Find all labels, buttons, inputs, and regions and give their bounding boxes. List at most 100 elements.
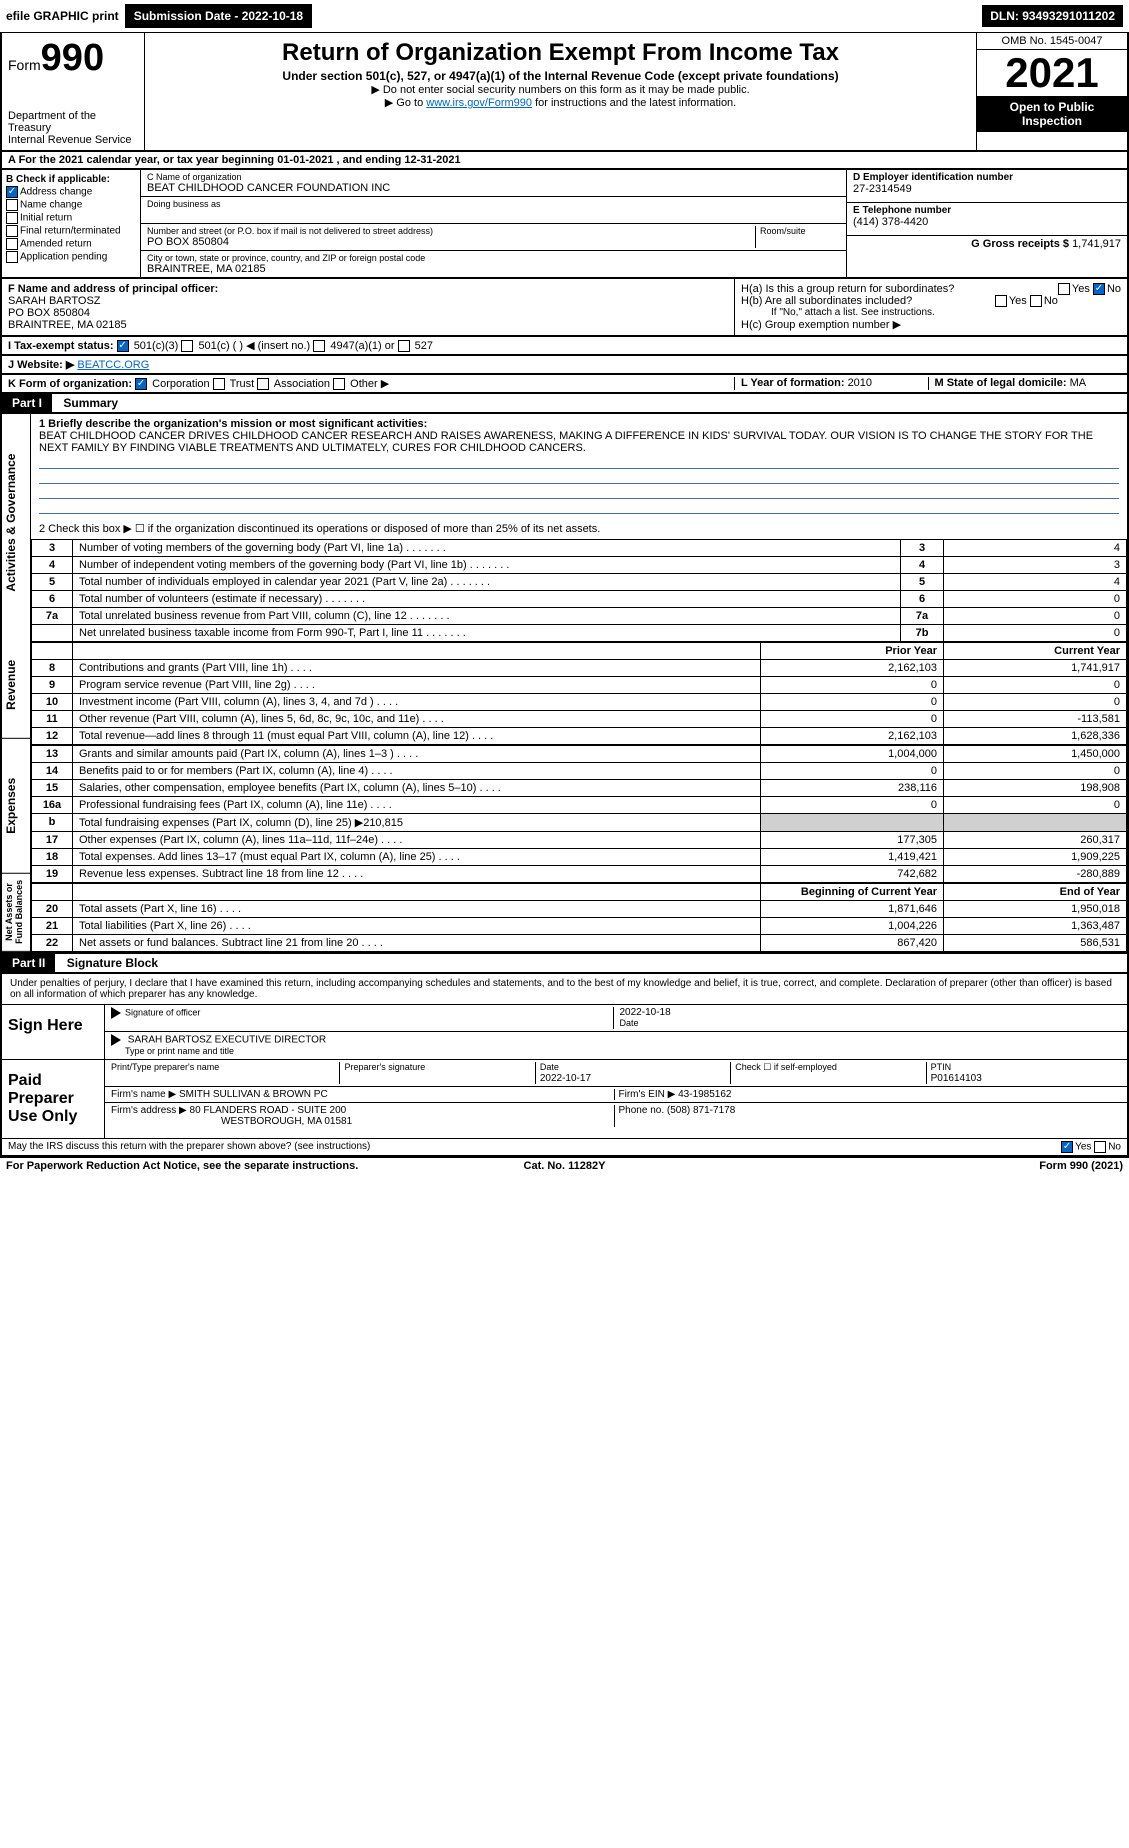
checkbox-icon xyxy=(6,199,18,211)
table-row: 16aProfessional fundraising fees (Part I… xyxy=(32,797,1127,814)
row-desc: Net unrelated business taxable income fr… xyxy=(73,625,901,642)
opt-527: 527 xyxy=(415,340,433,352)
submission-date-button[interactable]: Submission Date - 2022-10-18 xyxy=(125,4,312,28)
section-fh: F Name and address of principal officer:… xyxy=(0,279,1129,337)
row-num: 8 xyxy=(32,660,73,677)
current-year-value: 0 xyxy=(944,677,1127,694)
table-row: Net unrelated business taxable income fr… xyxy=(32,625,1127,642)
chk-lbl: Amended return xyxy=(20,239,92,250)
table-row: bTotal fundraising expenses (Part IX, co… xyxy=(32,814,1127,832)
row-desc: Number of voting members of the governin… xyxy=(73,540,901,557)
table-row: 19Revenue less expenses. Subtract line 1… xyxy=(32,866,1127,883)
h-b-note: If "No," attach a list. See instructions… xyxy=(741,307,1121,318)
ein-value: 27-2314549 xyxy=(853,183,912,195)
row-num xyxy=(32,625,73,642)
officer-addr1: PO BOX 850804 xyxy=(8,307,90,319)
part1-title: Summary xyxy=(55,396,118,410)
dln-label: DLN: 93493291011202 xyxy=(982,5,1123,27)
checkbox-icon[interactable]: ✓ xyxy=(117,340,129,352)
current-year-value: -280,889 xyxy=(944,866,1127,883)
vertical-tabs: Activities & Governance Revenue Expenses… xyxy=(2,414,31,952)
website-link[interactable]: BEATCC.ORG xyxy=(77,359,149,371)
part2-header: Part II Signature Block xyxy=(0,954,1129,974)
open-inspection: Open to Public Inspection xyxy=(977,96,1127,132)
efile-label: efile GRAPHIC print xyxy=(6,9,119,23)
yes-label: Yes xyxy=(1009,295,1027,307)
vtab-netassets: Net Assets or Fund Balances xyxy=(2,873,30,952)
gross-receipts-value: 1,741,917 xyxy=(1072,238,1121,250)
checkbox-icon[interactable] xyxy=(1030,295,1042,307)
current-year-header: Current Year xyxy=(944,643,1127,660)
form990-link[interactable]: www.irs.gov/Form990 xyxy=(426,97,532,109)
sig-officer-line: Signature of officer 2022-10-18 Date xyxy=(105,1005,1127,1032)
current-year-value: 1,628,336 xyxy=(944,728,1127,745)
h-b-label: H(b) Are all subordinates included? xyxy=(741,295,912,307)
row-box: 6 xyxy=(901,591,944,608)
prior-year-value: 742,682 xyxy=(761,866,944,883)
firm-ein-value: 43-1985162 xyxy=(678,1089,731,1100)
chk-lbl: Initial return xyxy=(20,213,72,224)
row-value: 0 xyxy=(944,625,1127,642)
firm-name-line: Firm's name ▶ SMITH SULLIVAN & BROWN PC … xyxy=(105,1087,1127,1103)
checkbox-icon[interactable] xyxy=(181,340,193,352)
firm-addr2-value: WESTBOROUGH, MA 01581 xyxy=(111,1116,352,1127)
checkbox-icon[interactable]: ✓ xyxy=(135,378,147,390)
chk-name-change[interactable]: Name change xyxy=(6,199,136,211)
row-num: 18 xyxy=(32,849,73,866)
checkbox-icon[interactable] xyxy=(333,378,345,390)
row-num: 20 xyxy=(32,901,73,918)
checkbox-icon[interactable] xyxy=(398,340,410,352)
chk-address-change[interactable]: ✓Address change xyxy=(6,186,136,198)
expense-table: 13Grants and similar amounts paid (Part … xyxy=(31,745,1127,883)
checkbox-icon[interactable]: ✓ xyxy=(1061,1141,1073,1153)
prep-date-value: 2022-10-17 xyxy=(540,1073,591,1084)
chk-app-pending[interactable]: Application pending xyxy=(6,251,136,263)
firm-phone-label: Phone no. xyxy=(619,1105,667,1116)
row-klm: K Form of organization: ✓ Corporation Tr… xyxy=(0,375,1129,394)
current-year-value: 1,741,917 xyxy=(944,660,1127,677)
current-year-value: 586,531 xyxy=(944,935,1127,952)
phone-label: E Telephone number xyxy=(853,205,1121,216)
q2-text: 2 Check this box ▶ ☐ if the organization… xyxy=(39,523,600,535)
chk-initial-return[interactable]: Initial return xyxy=(6,212,136,224)
row-k: K Form of organization: ✓ Corporation Tr… xyxy=(8,377,734,390)
table-row: 3Number of voting members of the governi… xyxy=(32,540,1127,557)
row-num: 3 xyxy=(32,540,73,557)
checkbox-icon[interactable] xyxy=(1094,1141,1106,1153)
opt-4947: 4947(a)(1) or xyxy=(330,340,394,352)
row-num: 14 xyxy=(32,763,73,780)
row-num: 15 xyxy=(32,780,73,797)
row-box: 7b xyxy=(901,625,944,642)
discuss-line: May the IRS discuss this return with the… xyxy=(2,1138,1127,1156)
sign-here-row: Sign Here Signature of officer 2022-10-1… xyxy=(2,1004,1127,1059)
table-row: 21Total liabilities (Part X, line 26) . … xyxy=(32,918,1127,935)
row-j: J Website: ▶ BEATCC.ORG xyxy=(0,356,1129,375)
h-a: H(a) Is this a group return for subordin… xyxy=(741,283,1121,295)
blank-cell xyxy=(73,884,761,901)
box-h: H(a) Is this a group return for subordin… xyxy=(734,279,1127,335)
checkbox-icon[interactable] xyxy=(213,378,225,390)
checkbox-icon[interactable] xyxy=(995,295,1007,307)
domicile-label: M State of legal domicile: xyxy=(935,377,1070,389)
chk-amended[interactable]: Amended return xyxy=(6,238,136,250)
checkbox-icon[interactable] xyxy=(313,340,325,352)
checkbox-icon[interactable]: ✓ xyxy=(1093,283,1105,295)
prior-year-value: 0 xyxy=(761,677,944,694)
box-b-label: B Check if applicable: xyxy=(6,174,110,185)
chk-final-return[interactable]: Final return/terminated xyxy=(6,225,136,237)
prep-sig-label: Preparer's signature xyxy=(344,1062,425,1072)
table-row: 22Net assets or fund balances. Subtract … xyxy=(32,935,1127,952)
checkbox-icon: ✓ xyxy=(6,186,18,198)
row-desc: Contributions and grants (Part VIII, lin… xyxy=(73,660,761,677)
netassets-table: Beginning of Current Year End of Year 20… xyxy=(31,883,1127,952)
ptin-label: PTIN xyxy=(931,1062,952,1072)
row-value: 0 xyxy=(944,608,1127,625)
prior-year-value: 1,419,421 xyxy=(761,849,944,866)
checkbox-icon xyxy=(6,238,18,250)
officer-addr2: BRAINTREE, MA 02185 xyxy=(8,319,127,331)
table-row: 6Total number of volunteers (estimate if… xyxy=(32,591,1127,608)
row-num: 5 xyxy=(32,574,73,591)
checkbox-icon[interactable] xyxy=(1058,283,1070,295)
vtab-revenue: Revenue xyxy=(2,632,30,739)
checkbox-icon[interactable] xyxy=(257,378,269,390)
